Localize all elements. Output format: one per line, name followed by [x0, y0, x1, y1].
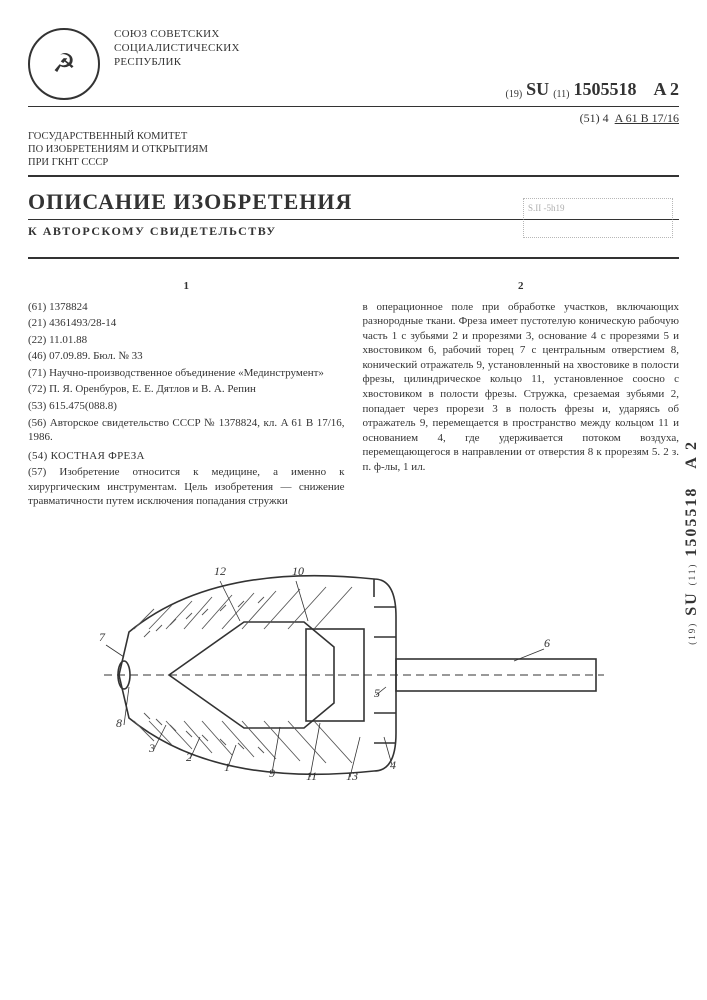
side-country-code: SU: [683, 591, 700, 615]
column-number: 2: [363, 279, 680, 294]
field-57-abstract: (57) Изобретение относится к медицине, а…: [28, 465, 345, 509]
figure-label: 12: [214, 564, 226, 578]
divider: [28, 106, 679, 107]
field-54-title: (54) КОСТНАЯ ФРЕЗА: [28, 449, 345, 464]
committee-line: ПО ИЗОБРЕТЕНИЯМ И ОТКРЫТИЯМ: [28, 143, 288, 156]
abstract-continuation: в операционное поле при обработке участк…: [363, 300, 680, 474]
committee-line: ГОСУДАРСТВЕННЫЙ КОМИТЕТ: [28, 130, 288, 143]
field-46: (46) 07.09.89. Бюл. № 33: [28, 349, 345, 364]
divider: [28, 175, 679, 177]
publication-code: (19) SU (11) 1505518 A 2: [506, 28, 680, 100]
field-61: (61) 1378824: [28, 300, 345, 315]
header-row: ☭ СОЮЗ СОВЕТСКИХ СОЦИАЛИСТИЧЕСКИХ РЕСПУБ…: [28, 28, 679, 100]
ipc-code: A 61 B 17/16: [615, 111, 679, 125]
side-kind-code: A 2: [683, 440, 700, 469]
divider: [28, 257, 679, 259]
figure-label: 1: [224, 760, 230, 774]
code-11: (11): [553, 89, 569, 100]
technical-drawing-icon: 7 8 3 2 1 9 12 10 11 13 4 5 6: [74, 537, 634, 817]
figure-label: 4: [390, 758, 396, 772]
committee-line: ПРИ ГКНТ СССР: [28, 156, 288, 169]
stamp-text: S.II -5h19: [528, 203, 565, 213]
code-19: (19): [506, 89, 523, 100]
state-emblem-icon: ☭: [28, 28, 100, 100]
side-code-19: (19): [687, 622, 697, 645]
ipc-line: (51) 4 A 61 B 17/16: [28, 111, 679, 126]
library-stamp: S.II -5h19: [523, 198, 673, 238]
ipc-prefix: (51) 4: [580, 111, 609, 125]
republic-line: СОЦИАЛИСТИЧЕСКИХ: [114, 42, 304, 56]
column-1: 1 (61) 1378824 (21) 4361493/28-14 (22) 1…: [28, 279, 345, 510]
doc-number: 1505518: [573, 79, 636, 100]
field-72: (72) П. Я. Оренбуров, Е. Е. Дятлов и В. …: [28, 382, 345, 397]
column-2: 2 в операционное поле при обработке учас…: [363, 279, 680, 510]
column-number: 1: [28, 279, 345, 294]
figure-label: 8: [116, 716, 122, 730]
figure-label: 13: [346, 769, 358, 783]
kind-code: A 2: [653, 79, 679, 100]
figure-label: 10: [292, 564, 304, 578]
republic-line: СОЮЗ СОВЕТСКИХ: [114, 28, 304, 42]
country-code: SU: [526, 79, 549, 100]
figure-label: 11: [306, 769, 317, 783]
bibliographic-columns: 1 (61) 1378824 (21) 4361493/28-14 (22) 1…: [28, 279, 679, 510]
field-71: (71) Научно-производственное объединение…: [28, 366, 345, 381]
field-22: (22) 11.01.88: [28, 333, 345, 348]
side-doc-number: 1505518: [683, 487, 700, 557]
republic-line: РЕСПУБЛИК: [114, 56, 304, 70]
committee-block: ГОСУДАРСТВЕННЫЙ КОМИТЕТ ПО ИЗОБРЕТЕНИЯМ …: [28, 130, 288, 169]
figure-label: 6: [544, 636, 550, 650]
figure-label: 5: [374, 686, 380, 700]
figure-label: 7: [99, 630, 106, 644]
field-21: (21) 4361493/28-14: [28, 316, 345, 331]
figure-label: 9: [269, 766, 275, 780]
republic-block: СОЮЗ СОВЕТСКИХ СОЦИАЛИСТИЧЕСКИХ РЕСПУБЛИ…: [114, 28, 304, 100]
figure-label: 2: [186, 750, 192, 764]
side-publication-code: (19) SU (11) 1505518 A 2: [683, 440, 701, 645]
side-code-11: (11): [687, 563, 697, 586]
field-56: (56) Авторское свидетельство СССР № 1378…: [28, 416, 345, 445]
field-53: (53) 615.475(088.8): [28, 399, 345, 414]
figure-container: 7 8 3 2 1 9 12 10 11 13 4 5 6: [28, 537, 679, 822]
figure-label: 3: [148, 741, 155, 755]
